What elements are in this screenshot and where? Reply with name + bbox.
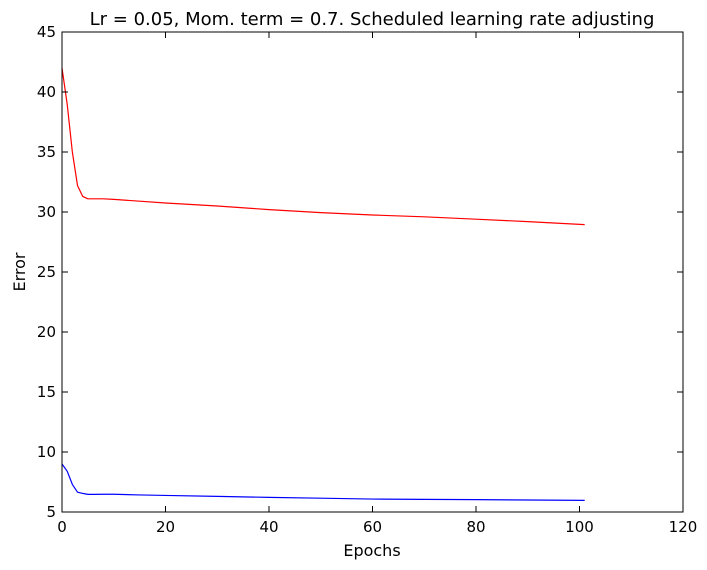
series-line-1 [61, 67, 585, 226]
x-axis-ticks: 0 20 40 60 80 100 120 [57, 32, 697, 536]
x-axis-label: Epochs [343, 541, 400, 560]
series-layer [61, 67, 585, 501]
x-tick-label: 120 [669, 518, 698, 536]
x-tick-label: 100 [565, 518, 594, 536]
y-tick-label: 40 [37, 83, 56, 101]
x-tick-label: 40 [259, 518, 278, 536]
x-tick-label: 80 [466, 518, 485, 536]
y-tick-label: 45 [37, 23, 56, 41]
y-axis-ticks: 5 10 15 20 25 30 35 40 45 [37, 23, 683, 521]
x-tick-label: 20 [156, 518, 175, 536]
series-line-2 [61, 463, 585, 501]
y-axis-label: Error [10, 252, 29, 291]
y-tick-label: 20 [37, 323, 56, 341]
y-tick-label: 35 [37, 143, 56, 161]
y-tick-label: 25 [37, 263, 56, 281]
x-tick-label: 0 [57, 518, 67, 536]
chart-title: Lr = 0.05, Mom. term = 0.7. Scheduled le… [90, 9, 655, 30]
y-tick-label: 5 [46, 503, 56, 521]
y-tick-label: 30 [37, 203, 56, 221]
y-tick-label: 10 [37, 443, 56, 461]
y-tick-label: 15 [37, 383, 56, 401]
x-tick-label: 60 [363, 518, 382, 536]
